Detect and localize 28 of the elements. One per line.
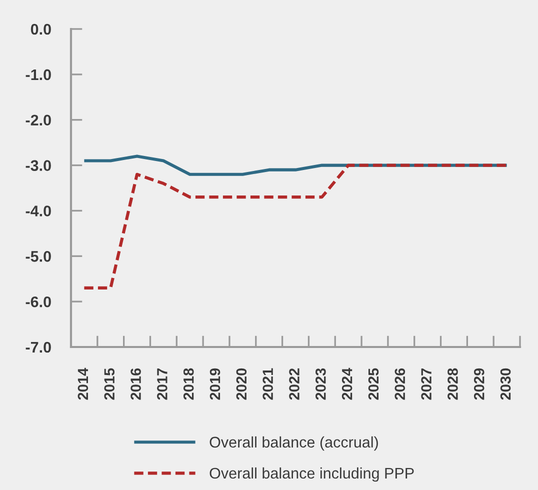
x-tick-label: 2021 [262,368,274,400]
y-tick-label: -7.0 [26,342,51,353]
y-tick-label: -2.0 [26,114,51,126]
x-tick-label: 2014 [78,368,88,400]
y-tick-label: -5.0 [26,251,51,262]
x-tick-label: 2018 [183,368,194,400]
x-tick-label: 2028 [448,368,458,400]
y-tick-label: 0.0 [30,24,51,35]
x-tick-label: 2030 [500,368,511,400]
x-tick-label: 2026 [394,368,406,400]
x-tick-label: 2025 [368,368,379,400]
y-tick-label: -3.0 [26,160,51,171]
x-tick-label: 2024 [342,368,352,400]
y-tick-label: -6.0 [26,296,51,308]
x-tick-label: 2017 [157,368,168,400]
x-tick-label: 2027 [421,368,432,400]
line-series [82,164,508,290]
y-tick-label: -1.0 [26,69,51,80]
x-tick-label: 2019 [210,368,220,400]
x-tick-label: 2020 [236,368,247,400]
y-tick-label: -4.0 [26,206,51,216]
x-tick-label: 2029 [474,368,484,400]
legend-label: Overall balance including PPP [210,467,414,482]
legend-label: Overall balance (accrual) [210,436,378,451]
x-tick-label: 2015 [104,368,115,400]
x-tick-label: 2022 [289,368,300,400]
x-tick-label: 2023 [316,368,326,400]
x-tick-label: 2016 [130,368,141,400]
